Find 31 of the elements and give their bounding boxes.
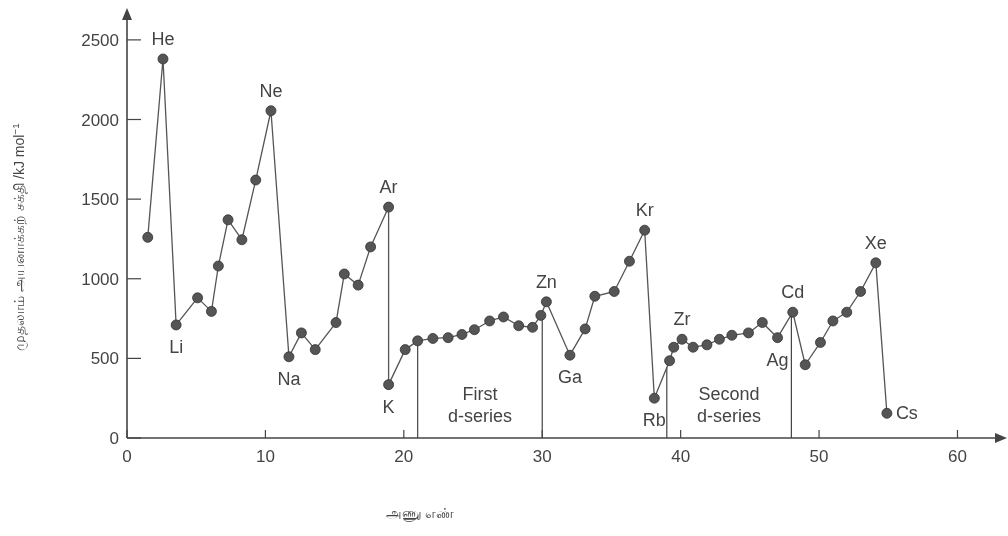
- annotation: Ar: [379, 177, 398, 198]
- y-tick-label: 1500: [81, 190, 119, 210]
- annotation: Ga: [557, 367, 583, 388]
- y-tick-label: 2000: [81, 110, 119, 130]
- annotation: Second d-series: [697, 384, 762, 426]
- y-tick-label: 0: [109, 429, 119, 448]
- x-tick-label: 40: [671, 447, 691, 466]
- x-tick-label: 10: [255, 447, 275, 466]
- x-tick-label: 20: [394, 447, 414, 466]
- annotation: He: [151, 29, 175, 49]
- annotation: Ag: [766, 349, 789, 370]
- x-tick-label: 50: [809, 447, 829, 466]
- annotation: Cs: [895, 403, 918, 424]
- y-tick-label: 500: [90, 349, 119, 369]
- x-tick-label: 0: [122, 447, 132, 466]
- annotation: First d-series: [447, 384, 512, 426]
- y-tick-label: 2500: [81, 30, 119, 50]
- annotation: Cd: [781, 282, 805, 303]
- annotation: Rb: [642, 410, 666, 431]
- annotation: K: [382, 396, 395, 417]
- annotation: Zn: [535, 271, 557, 292]
- annotation: Kr: [635, 200, 654, 221]
- y-tick-label: 1000: [81, 269, 119, 289]
- x-tick-label: 60: [948, 447, 967, 466]
- annotation: Xe: [864, 232, 887, 253]
- annotation: Ne: [259, 80, 283, 101]
- annotation: Zr: [673, 309, 691, 330]
- annotation: Na: [277, 368, 302, 389]
- x-tick-label: 30: [532, 447, 552, 466]
- x-axis-title: அணு எண்: [385, 505, 455, 522]
- annotation: Li: [169, 336, 184, 357]
